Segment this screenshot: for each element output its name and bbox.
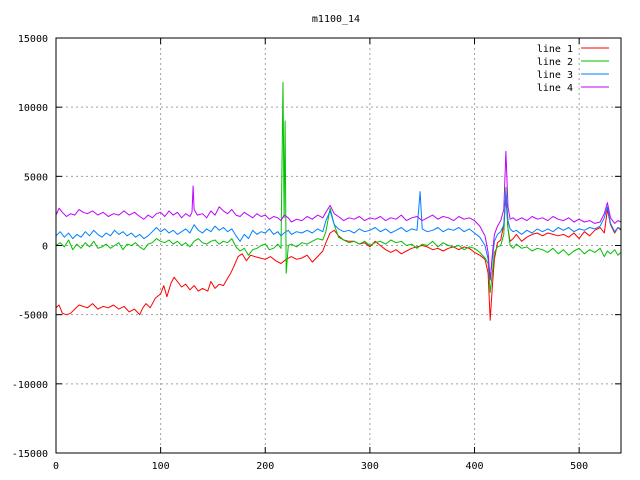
chart-title: m1100_14 — [312, 14, 360, 25]
y-tick-label: 0 — [42, 242, 48, 253]
y-tick-label: -10000 — [12, 380, 48, 391]
y-tick-label: -5000 — [18, 311, 48, 322]
y-tick-label: 5000 — [24, 172, 48, 183]
legend-label: line 3 — [537, 70, 573, 81]
series-line-1 — [55, 196, 622, 321]
x-tick-label: 400 — [465, 461, 483, 472]
legend-label: line 2 — [537, 57, 573, 68]
legend: line 1 line 2 line 3 line 4 — [537, 44, 609, 94]
x-tick-label: 200 — [256, 461, 274, 472]
x-tick-label: 100 — [152, 461, 170, 472]
x-tick-label: 0 — [53, 461, 59, 472]
legend-label: line 4 — [537, 83, 573, 94]
legend-label: line 1 — [537, 44, 573, 55]
y-tick-label: 10000 — [18, 103, 48, 114]
series-line-4 — [55, 150, 622, 281]
y-tick-label: 15000 — [18, 34, 48, 45]
series-line-2 — [55, 81, 622, 293]
x-tick-label: 300 — [361, 461, 379, 472]
grid — [56, 38, 621, 453]
series-line-3 — [55, 191, 622, 280]
y-tick-label: -15000 — [12, 449, 48, 460]
series-lines — [55, 81, 622, 321]
x-tick-label: 500 — [570, 461, 588, 472]
axes: 0 100 200 300 400 500 -15000 -10000 -5000 0 5000 10… — [12, 34, 621, 472]
